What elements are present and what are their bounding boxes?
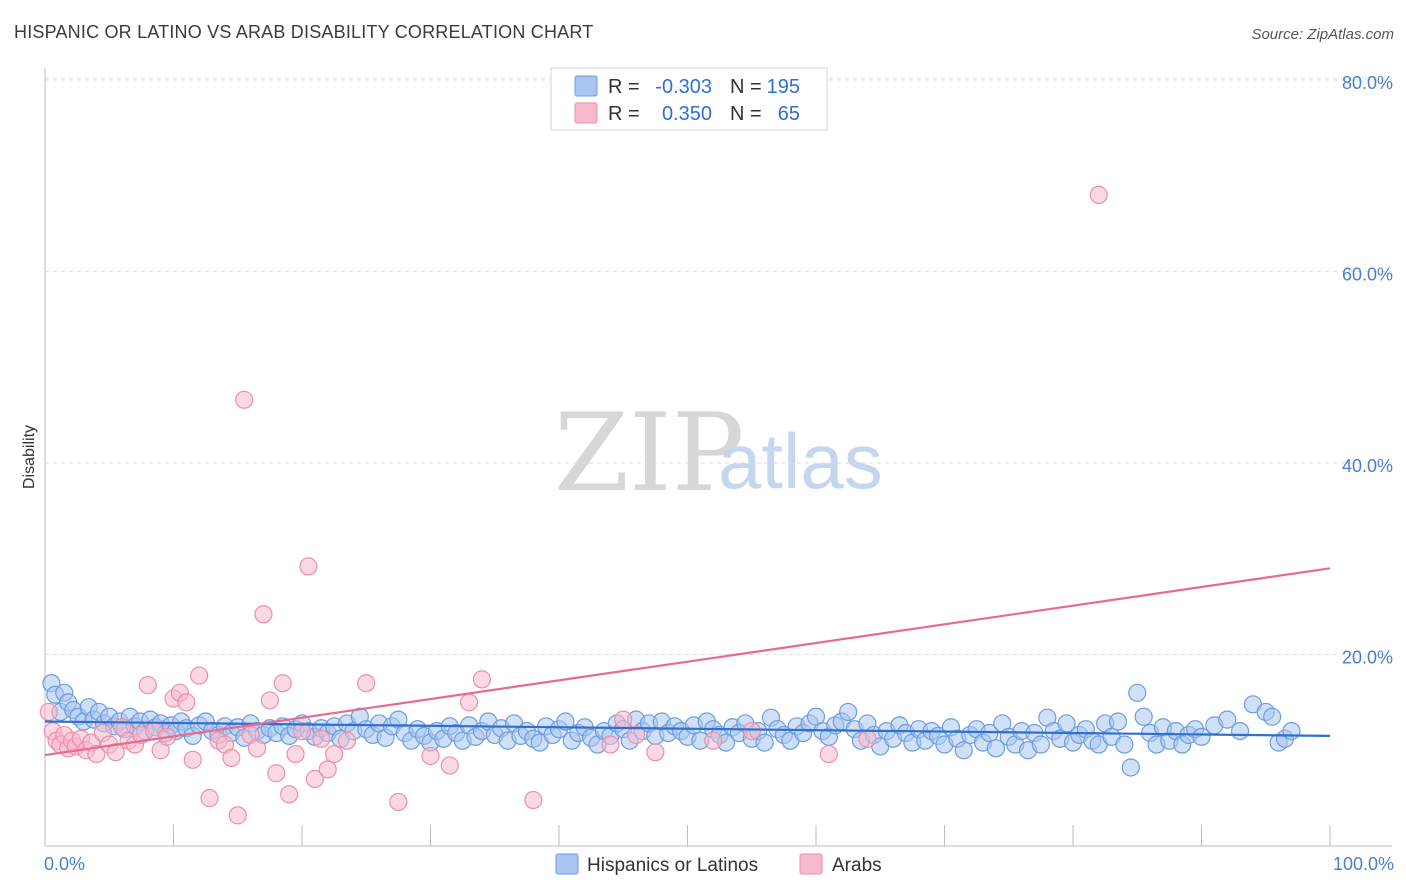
arabs-point: [183, 750, 202, 769]
arabs-point: [299, 557, 318, 576]
y-tick-label-60: 60.0%: [1342, 265, 1393, 285]
arabs-point: [273, 674, 292, 693]
y-tick-label-40: 40.0%: [1342, 456, 1393, 476]
legend-n-label-2: N =: [730, 103, 762, 125]
arabs-point: [318, 760, 337, 779]
hispanics-point: [1134, 707, 1153, 726]
legend-n-label-1: N =: [730, 76, 762, 98]
arabs-point: [235, 390, 254, 409]
hispanics-point: [839, 702, 858, 722]
hispanics-point: [1192, 727, 1211, 746]
arabs-point: [704, 731, 723, 750]
arabs-point: [742, 721, 761, 741]
arabs-point: [472, 670, 491, 689]
arabs-point: [646, 743, 665, 762]
hispanics-point: [1115, 735, 1134, 754]
bottom-legend-label-hispanics: Hispanics or Latinos: [587, 855, 758, 876]
legend-r-value-1: -0.303: [655, 76, 712, 98]
y-tick-labels: 20.0% 40.0% 60.0% 80.0%: [1342, 73, 1393, 668]
gridlines: [45, 77, 1392, 655]
watermark: ZIP atlas: [554, 391, 883, 516]
hispanics-point: [1121, 758, 1140, 777]
x-tick-label-max: 100.0%: [1333, 854, 1394, 874]
legend-r-label-1: R =: [608, 76, 640, 98]
arabs-point: [1089, 185, 1108, 204]
arabs-point: [312, 729, 331, 748]
arabs-point: [614, 710, 633, 729]
hispanics-point: [954, 741, 973, 760]
arabs-point: [819, 744, 838, 764]
arabs-point: [286, 744, 305, 764]
y-tick-label-80: 80.0%: [1342, 73, 1393, 93]
arabs-point: [421, 746, 440, 766]
arabs-point: [357, 674, 376, 693]
legend-r-label-2: R =: [608, 103, 640, 125]
x-tick-label-min: 0.0%: [44, 854, 85, 874]
arabs-point: [389, 792, 408, 812]
arabs-point: [626, 725, 646, 745]
arabs-point: [337, 731, 357, 750]
arabs-point: [177, 693, 196, 712]
legend: R = -0.303 N = 195 R = 0.350 N = 65: [550, 67, 828, 131]
y-tick-label-20: 20.0%: [1342, 648, 1393, 668]
y-axis-label: Disability: [21, 425, 38, 489]
series-arabs-points: [39, 185, 1108, 825]
watermark-atlas: atlas: [718, 417, 883, 505]
arabs-point: [247, 739, 267, 758]
arabs-point: [260, 691, 279, 710]
hispanics-point: [1128, 683, 1147, 702]
arabs-point: [440, 756, 459, 775]
hispanics-point: [1263, 707, 1282, 726]
bottom-legend: Hispanics or Latinos Arabs: [555, 853, 882, 876]
hispanics-point: [1031, 735, 1050, 754]
hispanics-point: [1108, 712, 1128, 731]
arabs-point: [222, 748, 241, 768]
chart-title: HISPANIC OR LATINO VS ARAB DISABILITY CO…: [14, 22, 593, 42]
arabs-point: [524, 790, 543, 810]
bottom-legend-swatch-pink: [799, 853, 823, 875]
arabs-point: [138, 676, 157, 695]
arabs-point: [292, 721, 312, 741]
arabs-point: [200, 789, 219, 808]
legend-n-value-1: 195: [767, 76, 800, 98]
arabs-point: [267, 764, 286, 783]
source-label: Source: ZipAtlas.com: [1251, 26, 1394, 43]
arabs-point: [858, 729, 877, 748]
legend-swatch-blue: [574, 75, 598, 97]
arabs-point: [39, 702, 58, 722]
arabs-point: [87, 744, 106, 764]
arabs-point: [280, 785, 299, 804]
hispanics-point: [1218, 710, 1237, 729]
legend-swatch-pink: [574, 102, 598, 124]
arabs-point: [190, 666, 209, 685]
trend-line-arabs: [44, 567, 1331, 757]
arabs-point: [459, 693, 479, 712]
arabs-point: [601, 735, 620, 754]
bottom-legend-label-arabs: Arabs: [832, 855, 882, 876]
arabs-point: [325, 744, 344, 764]
watermark-zip: ZIP: [554, 391, 744, 516]
hispanics-point: [1282, 721, 1301, 741]
arabs-point: [305, 769, 324, 789]
x-axis-ticks: [44, 825, 1331, 846]
hispanics-point: [556, 712, 575, 731]
hispanics-point: [1230, 721, 1250, 741]
bottom-legend-swatch-blue: [555, 853, 579, 875]
legend-r-value-2: 0.350: [662, 103, 712, 125]
hispanics-point: [755, 733, 774, 752]
arabs-point: [228, 806, 247, 825]
arabs-point: [254, 605, 273, 624]
hispanics-point: [986, 739, 1006, 758]
legend-n-value-2: 65: [778, 103, 800, 125]
